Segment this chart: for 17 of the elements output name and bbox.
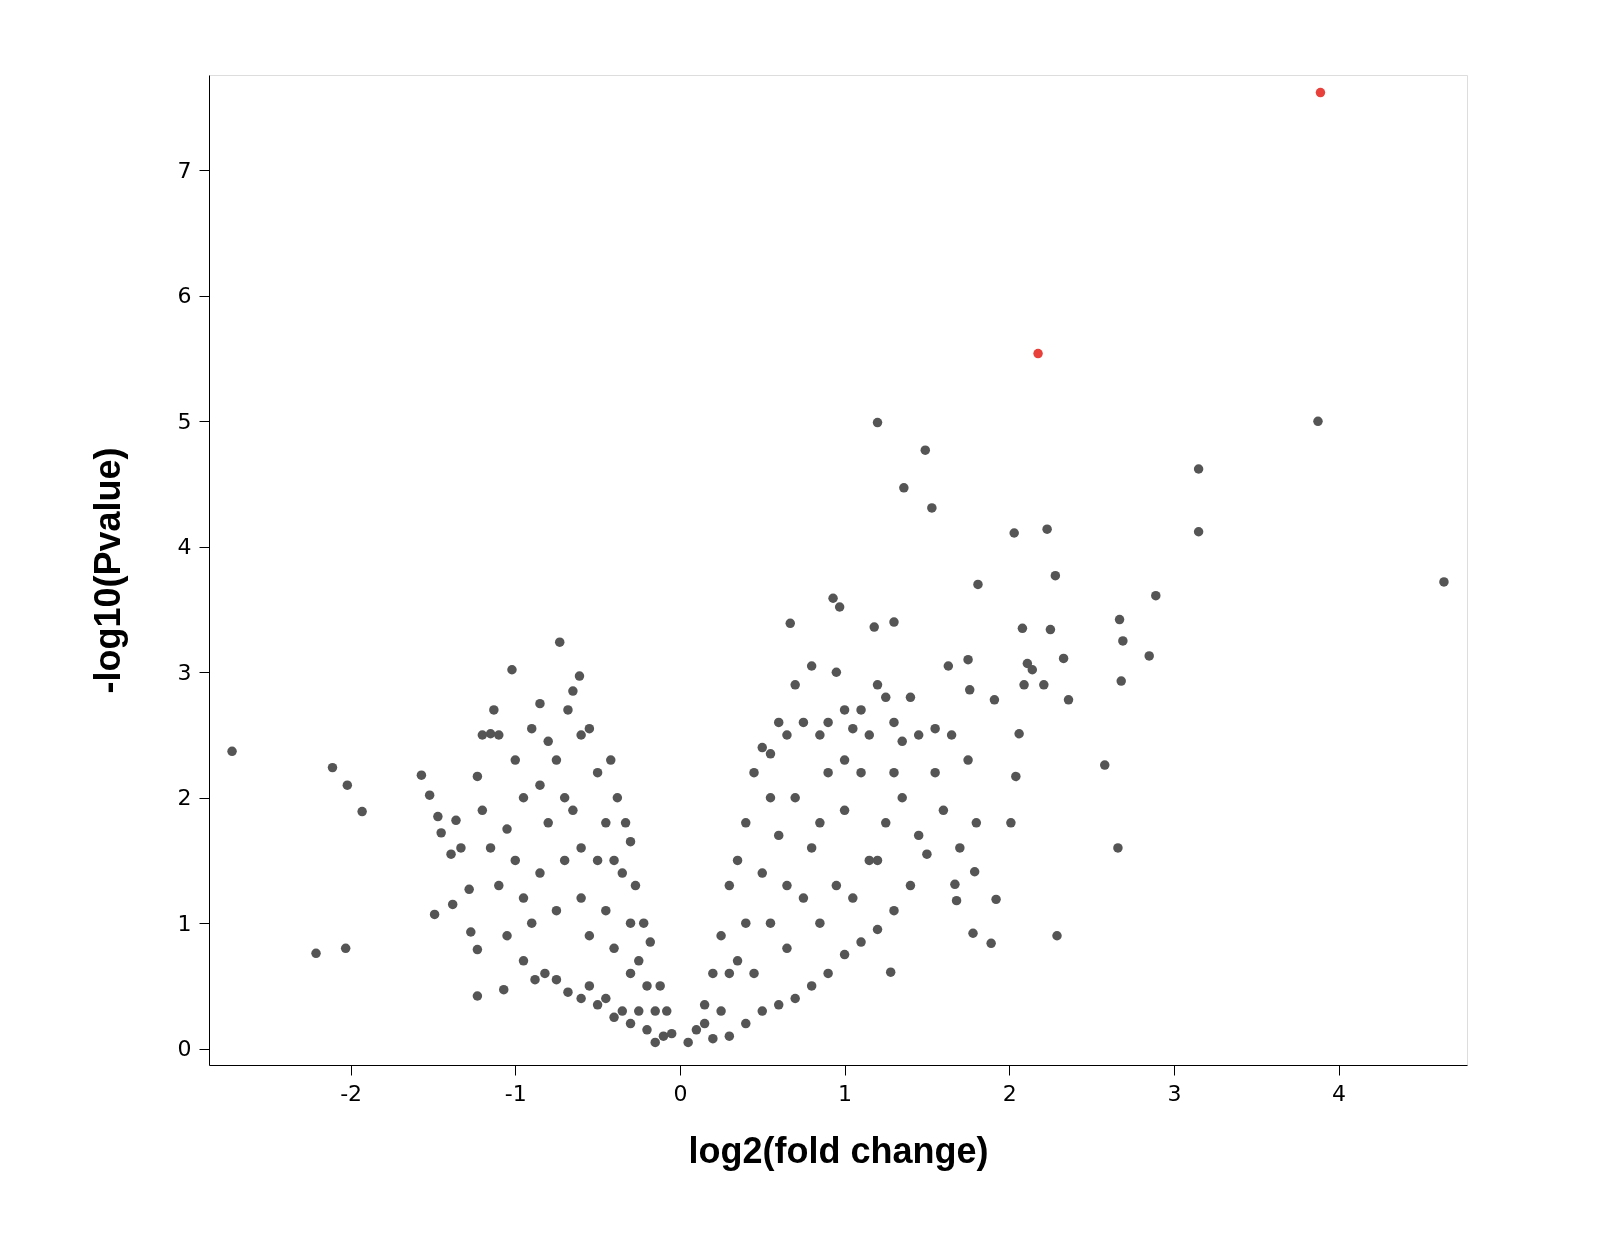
- y-tick-label: 2: [177, 785, 192, 811]
- x-tick-label: 4: [1332, 1080, 1347, 1106]
- x-tick-label: -1: [504, 1080, 527, 1106]
- y-tick-label: 6: [177, 283, 192, 309]
- y-tick-label: 7: [177, 157, 192, 183]
- y-axis-title: -log10(Pvalue): [86, 447, 128, 694]
- x-axis-title: log2(fold change): [688, 1129, 989, 1171]
- x-tick-label: 0: [673, 1080, 688, 1106]
- x-tick-label: 1: [838, 1080, 853, 1106]
- x-tick-label: -2: [340, 1080, 363, 1106]
- y-tick-label: 5: [177, 408, 192, 434]
- x-tick-label: 2: [1002, 1080, 1017, 1106]
- y-tick-label: 0: [177, 1036, 192, 1062]
- y-tick-label: 4: [177, 534, 192, 560]
- x-tick-label: 3: [1167, 1080, 1182, 1106]
- y-tick-label: 3: [177, 659, 192, 685]
- y-tick-label: 1: [177, 910, 192, 936]
